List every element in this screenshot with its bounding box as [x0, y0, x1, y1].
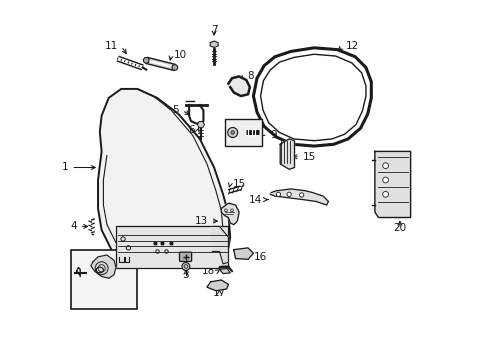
Circle shape: [276, 192, 280, 197]
Text: 20: 20: [392, 223, 406, 233]
Polygon shape: [374, 152, 410, 217]
Text: 3: 3: [182, 270, 189, 280]
Circle shape: [286, 192, 291, 197]
Text: 1: 1: [61, 162, 68, 172]
Polygon shape: [210, 41, 218, 48]
Text: 5: 5: [172, 105, 179, 115]
Bar: [116, 226, 228, 267]
Text: 11: 11: [105, 41, 118, 51]
Text: 7: 7: [210, 25, 217, 35]
Polygon shape: [91, 255, 116, 278]
FancyBboxPatch shape: [179, 252, 191, 261]
Circle shape: [227, 127, 237, 138]
Text: 14: 14: [248, 195, 262, 204]
Text: 10: 10: [174, 50, 187, 60]
Text: 9: 9: [270, 130, 277, 140]
Circle shape: [299, 193, 303, 197]
Text: 13: 13: [194, 216, 207, 226]
Text: 12: 12: [345, 41, 358, 51]
Text: 15: 15: [233, 179, 246, 189]
Polygon shape: [219, 269, 230, 274]
Polygon shape: [212, 226, 228, 264]
Circle shape: [230, 131, 234, 134]
Polygon shape: [228, 76, 249, 96]
Polygon shape: [221, 203, 239, 225]
Circle shape: [172, 64, 177, 70]
Text: 6: 6: [188, 125, 195, 135]
Polygon shape: [206, 280, 228, 291]
Text: 2: 2: [165, 252, 172, 262]
Polygon shape: [197, 122, 204, 128]
Circle shape: [382, 192, 387, 197]
Polygon shape: [98, 89, 230, 267]
Text: 16: 16: [253, 252, 266, 262]
Circle shape: [382, 163, 387, 168]
Text: 17: 17: [212, 288, 225, 297]
Circle shape: [143, 58, 149, 63]
Circle shape: [382, 177, 387, 183]
Text: 8: 8: [247, 71, 253, 81]
Polygon shape: [280, 139, 294, 169]
Text: 4: 4: [70, 221, 77, 231]
Polygon shape: [270, 189, 328, 205]
Circle shape: [182, 262, 189, 270]
Bar: [71, 249, 137, 309]
Text: 18: 18: [201, 266, 214, 276]
Bar: [224, 119, 262, 146]
Text: 19: 19: [147, 252, 160, 262]
Polygon shape: [233, 248, 253, 259]
Text: 15: 15: [302, 152, 315, 162]
